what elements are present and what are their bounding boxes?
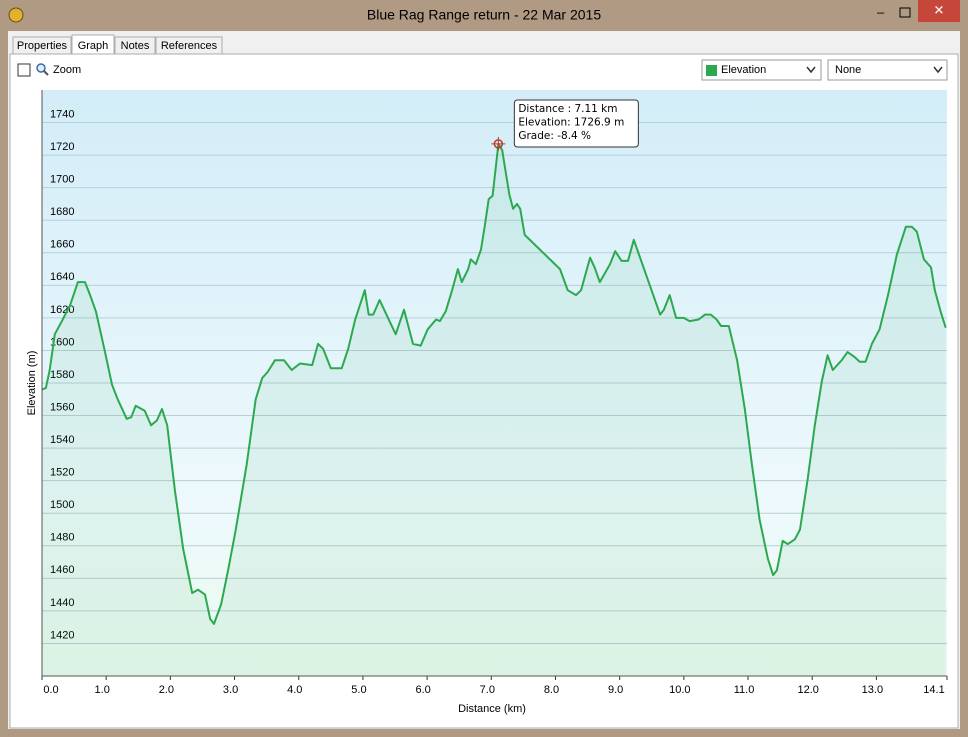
y-axis-label: Elevation (m) [26,351,38,416]
maximize-button[interactable] [899,7,911,18]
tooltip-line: Distance : 7.11 km [518,103,617,115]
y-tick-label: 1660 [50,239,74,251]
x-tick-label: 7.0 [480,684,495,696]
y-tick-label: 1540 [50,434,74,446]
y-tick-label: 1560 [50,401,74,413]
x-tick-label: 0.0 [43,684,58,696]
y-tick-label: 1720 [50,141,74,153]
tab-label: References [161,40,218,52]
tooltip [513,99,639,148]
zoom-label: Zoom [53,64,81,76]
dropdown-arrow [933,66,943,74]
secondary-dropdown-text: None [835,64,861,76]
y-tick-label: 1480 [50,532,74,544]
y-tick-label: 1440 [50,597,74,609]
close-icon: ✕ [934,2,945,17]
x-tick-label: 8.0 [544,684,559,696]
zoom-icon [36,63,46,73]
x-tick-label: 1.0 [95,684,110,696]
tooltip-line: Elevation: 1726.9 m [518,117,624,129]
x-tick-label: 10.0 [669,684,690,696]
x-tick-label: 6.0 [415,684,430,696]
y-tick-label: 1460 [50,564,74,576]
y-tick-label: 1680 [50,206,74,218]
x-tick-label: 4.0 [287,684,302,696]
tab-label: Notes [121,40,150,52]
window-title: Blue Rag Range return - 22 Mar 2015 [367,7,601,23]
area-fill [42,143,946,676]
zoom-checkbox[interactable] [17,63,31,77]
y-tick-label: 1640 [50,271,74,283]
zoom-icon-handle [43,70,49,76]
x-tick-label: 12.0 [798,684,819,696]
x-tick-label: 2.0 [159,684,174,696]
y-tick-label: 1700 [50,174,74,186]
minimize-button[interactable]: – [877,4,885,19]
x-tick-label: 5.0 [351,684,366,696]
y-tick-label: 1520 [50,467,74,479]
app-icon [8,7,24,23]
series-swatch [706,65,717,76]
x-tick-label: 3.0 [223,684,238,696]
y-tick-label: 1600 [50,336,74,348]
y-tick-label: 1420 [50,629,74,641]
secondary-dropdown[interactable] [827,59,948,81]
y-tick-label: 1740 [50,108,74,120]
tab-strip: Properties Graph Notes References [12,34,223,56]
plot: 1420 1440 1460 1480 1500 1520 1540 1560 1580 1600… [41,90,948,696]
series-dropdown-text: Elevation [721,64,766,76]
tab-label: Properties [17,40,68,52]
y-tick-label: 1580 [50,369,74,381]
x-tick-label: 13.0 [862,684,883,696]
x-axis-label: Distance (km) [458,703,526,715]
close-button[interactable] [918,0,960,22]
tooltip-line: Grade: -8.4 % [518,130,591,142]
dropdown-arrow [806,66,816,74]
x-tick-label: 14.1 [923,684,944,696]
y-tick-label: 1500 [50,499,74,511]
x-tick-label: 11.0 [734,684,755,696]
tab-label: Graph [78,40,109,52]
series-dropdown[interactable] [701,59,822,81]
elevation-line [41,142,947,625]
x-tick-label: 9.0 [608,684,623,696]
